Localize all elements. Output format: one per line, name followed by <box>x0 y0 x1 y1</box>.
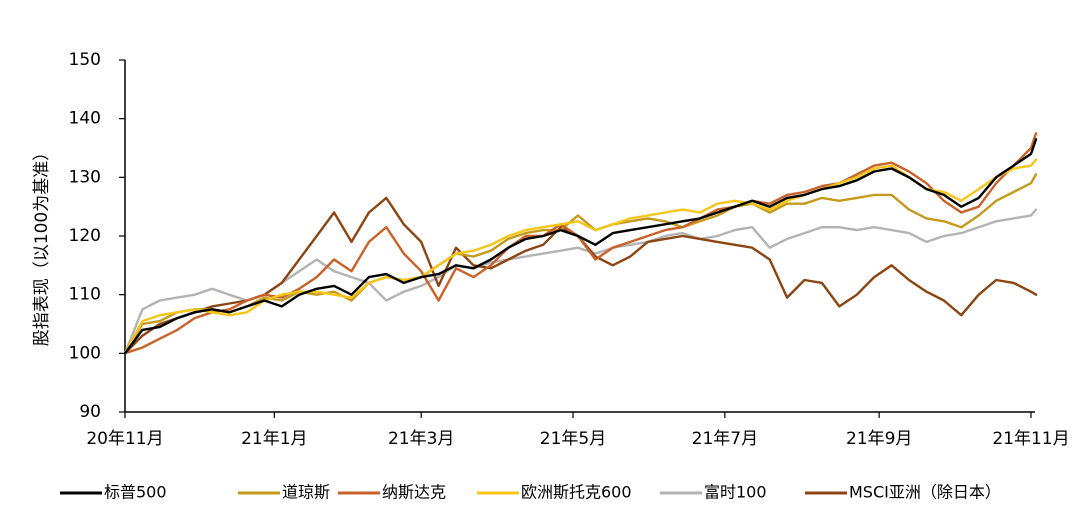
series-line-1 <box>123 173 1038 355</box>
y-tick-label: 120 <box>69 226 101 246</box>
y-axis-ticks: 90 100 110 120 130 140 150 <box>69 50 125 422</box>
legend-label: 道琼斯 <box>282 483 330 502</box>
y-tick-label: 100 <box>69 343 101 363</box>
y-tick-label: 90 <box>79 402 101 422</box>
y-tick-label: 130 <box>69 167 101 187</box>
y-axis-title: 股指表现（以100为基准） <box>32 144 52 346</box>
legend-label: 标普500 <box>104 483 167 502</box>
x-tick-label: 21年11月 <box>992 429 1069 449</box>
legend-label: 富时100 <box>704 483 767 502</box>
series-line-0 <box>123 137 1038 355</box>
x-tick-label: 21年7月 <box>692 429 758 449</box>
y-axis-title-group: 股指表现（以100为基准） <box>32 144 52 346</box>
x-tick-label: 20年11月 <box>86 429 163 449</box>
x-axis-ticks: 20年11月 21年1月 21年3月 21年5月 21年7月 21年9月 21年11月 <box>86 412 1070 449</box>
series-line-2 <box>123 132 1038 355</box>
series-line-5 <box>123 196 1038 355</box>
x-tick-label: 21年1月 <box>241 429 307 449</box>
y-tick-label: 140 <box>69 109 101 129</box>
y-tick-label: 150 <box>69 50 101 70</box>
legend: 标普500 道琼斯 纳斯达克 欧洲斯托克600 富时100 MSCI亚洲（除日本） <box>60 483 1001 502</box>
x-tick-label: 21年5月 <box>540 429 606 449</box>
y-tick-label: 110 <box>69 285 101 305</box>
series-line-4 <box>123 208 1038 355</box>
legend-label: MSCI亚洲（除日本） <box>849 483 1001 502</box>
series-line-3 <box>123 158 1038 355</box>
legend-label: 纳斯达克 <box>382 483 446 502</box>
series-lines <box>123 132 1038 355</box>
legend-label: 欧洲斯托克600 <box>521 483 632 502</box>
x-tick-label: 21年9月 <box>846 429 912 449</box>
x-tick-label: 21年3月 <box>388 429 454 449</box>
